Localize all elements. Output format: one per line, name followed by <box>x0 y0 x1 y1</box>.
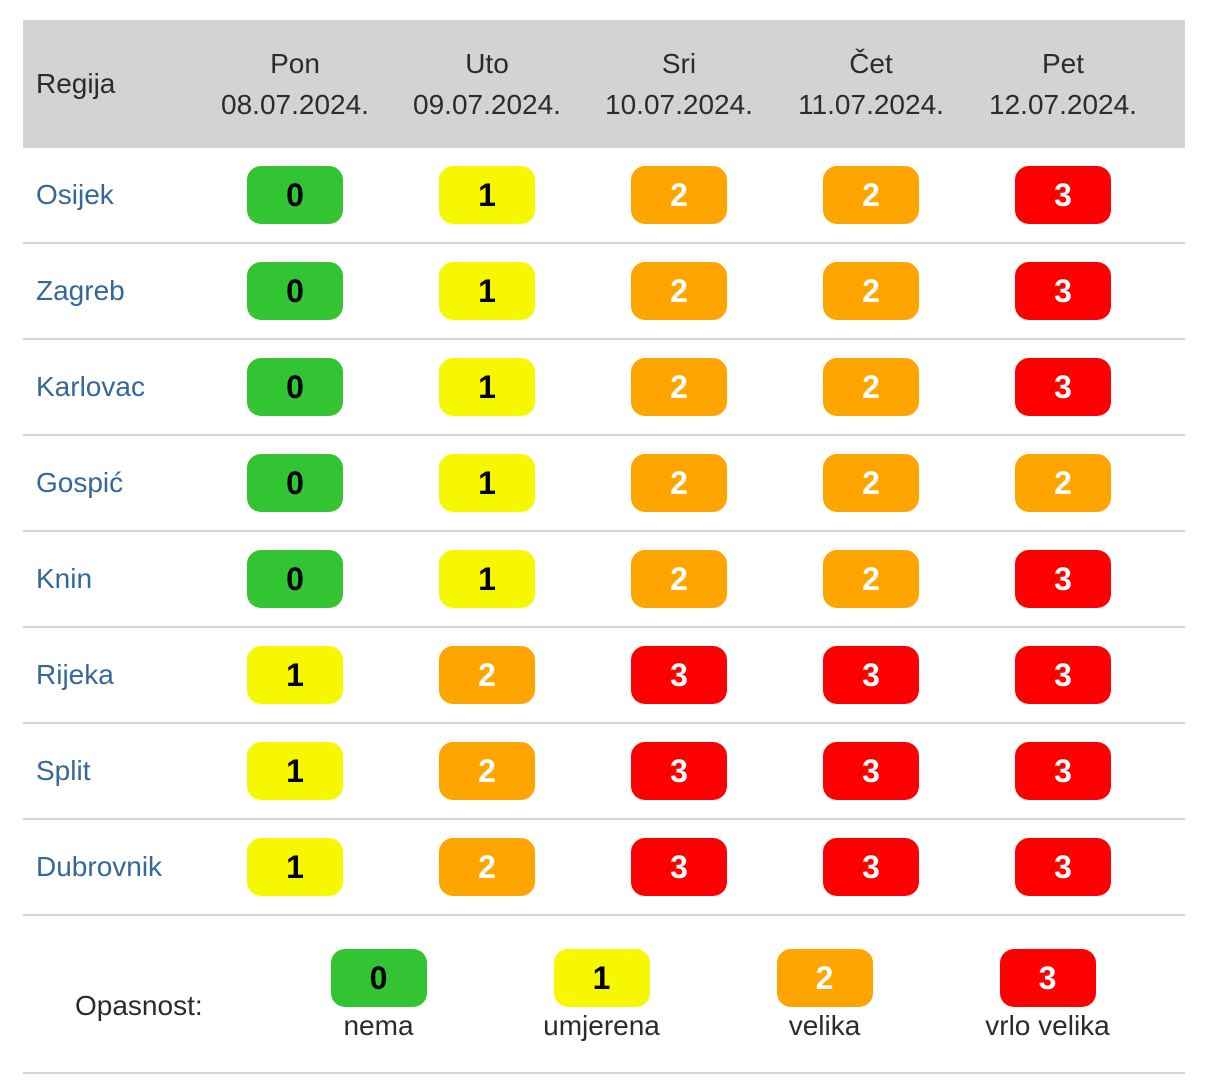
warning-level-badge: 0 <box>247 454 343 512</box>
region-name: Zagreb <box>36 275 125 306</box>
warning-level-badge: 3 <box>1015 166 1111 224</box>
warning-level-badge: 0 <box>247 166 343 224</box>
warning-level-badge: 2 <box>439 742 535 800</box>
warning-level-badge: 1 <box>439 262 535 320</box>
warning-level-badge: 2 <box>439 646 535 704</box>
legend-badge-0: 0 <box>330 949 427 1007</box>
warning-level-badge: 1 <box>439 358 535 416</box>
warning-level-badge: 3 <box>1015 838 1111 896</box>
warning-level-badge: 2 <box>823 550 919 608</box>
table-row: Gospić 0 1 2 2 2 <box>23 436 1185 532</box>
table-row: Knin 0 1 2 2 3 <box>23 532 1185 628</box>
warning-level-badge: 0 <box>247 550 343 608</box>
warning-level-badge: 2 <box>631 454 727 512</box>
legend-caption: nema <box>343 1010 414 1041</box>
region-name: Osijek <box>36 179 114 210</box>
region-name: Split <box>36 755 91 786</box>
legend-label: Opasnost: <box>75 990 203 1021</box>
day-name: Pon <box>270 47 320 79</box>
region-name: Dubrovnik <box>36 851 163 882</box>
legend-badge-1: 1 <box>553 949 650 1007</box>
warning-table: Regija Pon 08.07.2024. Uto 09.07.2024. S… <box>23 20 1185 1074</box>
legend-item-nema: 0 nema <box>267 916 490 1072</box>
legend-caption: umjerena <box>543 1010 660 1041</box>
warning-level-badge: 1 <box>439 454 535 512</box>
warning-level-badge: 3 <box>631 742 727 800</box>
warning-level-badge: 3 <box>1015 646 1111 704</box>
table-row: Split 1 2 3 3 3 <box>23 724 1185 820</box>
warning-level-badge: 3 <box>1015 550 1111 608</box>
warning-level-badge: 1 <box>247 742 343 800</box>
region-name: Karlovac <box>36 371 145 402</box>
table-row: Osijek 0 1 2 2 3 <box>23 148 1185 244</box>
warning-level-badge: 2 <box>631 262 727 320</box>
warning-level-badge: 3 <box>1015 262 1111 320</box>
column-header-pon: Pon 08.07.2024. <box>199 47 391 120</box>
region-name: Knin <box>36 563 93 594</box>
day-date: 11.07.2024. <box>798 88 944 120</box>
warning-level-badge: 2 <box>823 454 919 512</box>
legend-item-velika: 2 velika <box>713 916 936 1072</box>
column-header-pet: Pet 12.07.2024. <box>967 47 1159 120</box>
table-row: Zagreb 0 1 2 2 3 <box>23 244 1185 340</box>
warning-level-badge: 2 <box>823 262 919 320</box>
warning-level-badge: 2 <box>631 358 727 416</box>
warning-level-badge: 3 <box>823 838 919 896</box>
warning-level-badge: 2 <box>631 166 727 224</box>
column-header-uto: Uto 09.07.2024. <box>391 47 583 120</box>
warning-level-badge: 3 <box>823 742 919 800</box>
warning-level-badge: 3 <box>631 646 727 704</box>
table-row: Karlovac 0 1 2 2 3 <box>23 340 1185 436</box>
legend-badge-2: 2 <box>776 949 873 1007</box>
legend-badge-3: 3 <box>999 949 1096 1007</box>
table-header: Regija Pon 08.07.2024. Uto 09.07.2024. S… <box>23 20 1185 148</box>
day-name: Čet <box>849 47 893 79</box>
warning-level-badge: 1 <box>247 646 343 704</box>
warning-level-badge: 0 <box>247 358 343 416</box>
day-name: Uto <box>465 47 509 79</box>
region-column-header: Regija <box>36 68 116 99</box>
table-row: Dubrovnik 1 2 3 3 3 <box>23 820 1185 916</box>
column-header-cet: Čet 11.07.2024. <box>775 47 967 120</box>
legend-item-umjerena: 1 umjerena <box>490 916 713 1072</box>
warning-level-badge: 3 <box>1015 742 1111 800</box>
warning-level-badge: 2 <box>631 550 727 608</box>
day-date: 10.07.2024. <box>605 88 753 120</box>
day-date: 12.07.2024. <box>989 88 1137 120</box>
legend-item-vrlo-velika: 3 vrlo velika <box>936 916 1159 1072</box>
legend-caption: velika <box>788 1010 861 1041</box>
warning-level-badge: 2 <box>823 166 919 224</box>
day-date: 09.07.2024. <box>413 88 561 120</box>
warning-level-badge: 1 <box>439 166 535 224</box>
region-name: Gospić <box>36 467 124 498</box>
warning-level-badge: 3 <box>1015 358 1111 416</box>
day-name: Pet <box>1041 47 1085 79</box>
region-name: Rijeka <box>36 659 114 690</box>
warning-level-badge: 0 <box>247 262 343 320</box>
warning-level-badge: 3 <box>631 838 727 896</box>
warning-level-badge: 1 <box>247 838 343 896</box>
warning-level-badge: 2 <box>439 838 535 896</box>
warning-level-badge: 2 <box>823 358 919 416</box>
legend: Opasnost: 0 nema 1 umjerena 2 velika 3 v… <box>23 916 1185 1074</box>
legend-caption: vrlo velika <box>985 1010 1110 1041</box>
day-date: 08.07.2024. <box>221 88 369 120</box>
warning-level-badge: 2 <box>1015 454 1111 512</box>
table-row: Rijeka 1 2 3 3 3 <box>23 628 1185 724</box>
column-header-sri: Sri 10.07.2024. <box>583 47 775 120</box>
warning-level-badge: 3 <box>823 646 919 704</box>
warning-level-badge: 1 <box>439 550 535 608</box>
day-name: Sri <box>661 47 697 79</box>
